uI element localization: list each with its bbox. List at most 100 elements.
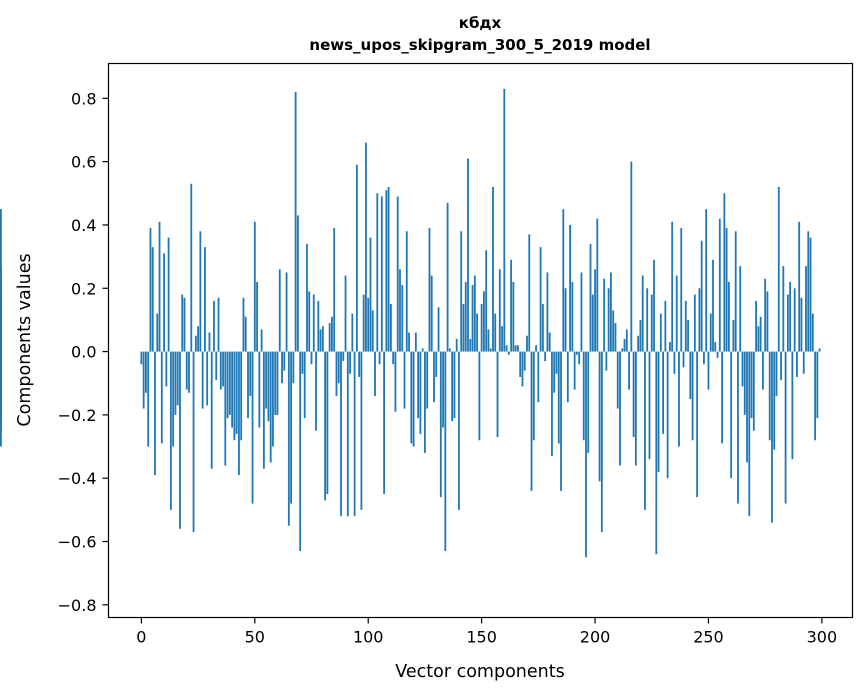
bar	[351, 313, 354, 352]
bar	[462, 304, 465, 352]
bar	[274, 351, 277, 415]
bar	[637, 335, 640, 352]
bar	[176, 351, 179, 406]
bar	[385, 190, 388, 352]
bar	[750, 351, 753, 419]
bar	[156, 313, 159, 352]
bar	[737, 351, 739, 504]
bar	[805, 266, 807, 352]
bar	[374, 351, 376, 396]
bar	[0, 351, 2, 415]
bar	[346, 351, 349, 517]
bar	[390, 304, 392, 352]
bar	[240, 351, 243, 441]
bar	[349, 351, 351, 374]
bar	[648, 351, 651, 460]
bar	[301, 351, 304, 374]
bar	[299, 351, 302, 552]
bar	[458, 351, 460, 510]
bar	[453, 351, 456, 419]
bar	[149, 228, 152, 352]
bar	[208, 332, 211, 352]
bar	[405, 231, 408, 352]
bar	[353, 351, 356, 517]
bars-group	[0, 88, 821, 558]
bar	[553, 351, 556, 393]
bar	[600, 351, 603, 533]
bar	[190, 183, 193, 352]
bar	[780, 351, 782, 381]
bar	[0, 351, 2, 362]
bar	[700, 240, 703, 352]
bar	[526, 335, 528, 352]
bar	[380, 196, 383, 352]
bar	[730, 351, 733, 479]
bar	[773, 351, 776, 450]
bar	[335, 351, 338, 396]
bar	[566, 351, 569, 403]
bar	[403, 351, 406, 409]
bar	[548, 332, 551, 352]
bar	[705, 209, 708, 352]
bar	[573, 351, 576, 390]
x-axis-ticks: 0 50 100 150 200 250 300	[136, 617, 838, 647]
bar	[807, 231, 810, 352]
bar	[666, 351, 669, 479]
bar	[253, 221, 256, 352]
bar	[258, 351, 261, 428]
bar	[294, 91, 297, 352]
bar	[811, 313, 814, 352]
bar	[596, 218, 599, 352]
x-tick-label: 50	[245, 628, 265, 647]
bar	[342, 351, 345, 362]
bar	[326, 351, 329, 495]
y-tick-label: 0.0	[71, 343, 96, 362]
bar	[673, 351, 676, 374]
bar	[703, 351, 705, 365]
bar	[278, 269, 281, 352]
bar	[455, 338, 458, 352]
y-tick-label: 0.8	[71, 89, 96, 108]
bar	[222, 351, 224, 387]
bar	[752, 351, 755, 431]
bar	[678, 351, 680, 447]
x-tick-label: 300	[807, 628, 838, 647]
bar	[199, 231, 202, 352]
bar	[451, 351, 454, 422]
bar	[768, 351, 771, 441]
bar	[646, 288, 649, 352]
bar	[410, 351, 413, 444]
bar	[426, 351, 429, 409]
bar	[721, 351, 723, 444]
y-tick-label: −0.8	[58, 596, 97, 615]
bar	[519, 351, 522, 377]
bar	[541, 304, 544, 352]
bar	[796, 351, 798, 377]
bar	[630, 161, 633, 352]
bar	[755, 300, 757, 352]
y-tick-label: −0.4	[58, 469, 97, 488]
bar	[290, 351, 292, 504]
bar	[716, 351, 719, 358]
bar	[312, 294, 315, 352]
bar	[757, 326, 760, 352]
bar	[800, 297, 803, 352]
bar	[292, 351, 295, 384]
bar	[594, 269, 596, 352]
bar	[238, 351, 240, 476]
bar	[537, 351, 540, 403]
bar	[317, 300, 320, 352]
bar	[145, 351, 147, 393]
bar	[607, 288, 610, 352]
bar	[746, 351, 748, 463]
bar	[639, 319, 642, 352]
bar	[197, 326, 199, 352]
bar	[183, 297, 186, 352]
bar	[265, 351, 268, 409]
bar	[687, 319, 689, 352]
bar	[142, 351, 145, 409]
bar	[698, 288, 701, 352]
bar	[546, 272, 549, 352]
bar	[181, 294, 184, 352]
bar	[501, 326, 503, 352]
